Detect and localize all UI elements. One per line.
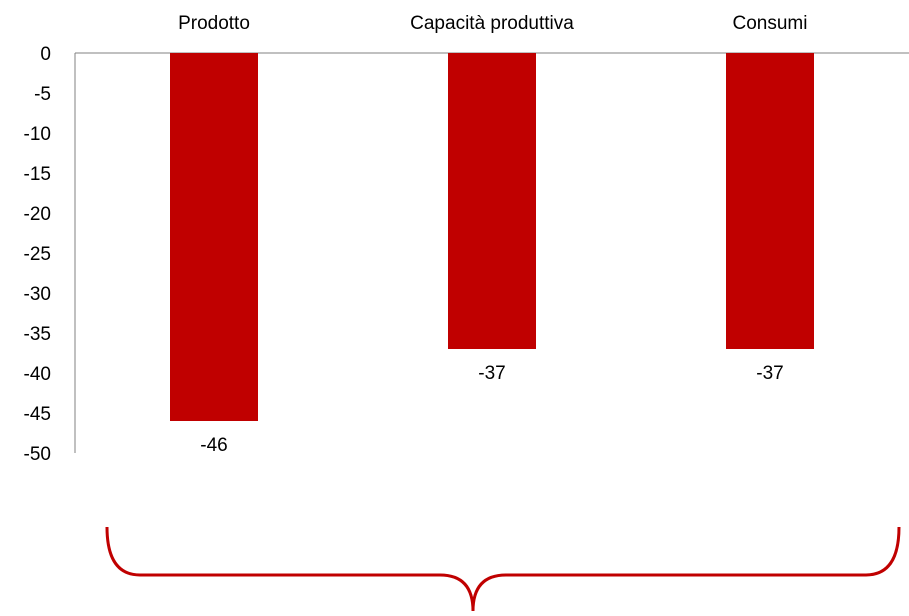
bar-1 <box>448 53 536 349</box>
y-tick-label: -20 <box>24 204 51 225</box>
category-labels: Prodotto Capacità produttiva Consumi <box>178 13 807 34</box>
y-tick-label: -15 <box>24 164 51 185</box>
y-tick-label: -5 <box>34 84 51 105</box>
bar-0 <box>170 53 258 421</box>
bars <box>170 53 814 421</box>
curly-brace <box>105 526 901 612</box>
data-label: -46 <box>200 435 227 456</box>
y-tick-label: -35 <box>24 324 51 345</box>
data-labels: -46 -37 -37 <box>200 363 783 456</box>
category-label: Capacità produttiva <box>410 13 574 34</box>
y-tick-label: -25 <box>24 244 51 265</box>
y-tick-label: -40 <box>24 364 51 385</box>
bar-2 <box>726 53 814 349</box>
y-tick-label: 0 <box>40 44 51 65</box>
category-label: Consumi <box>733 13 808 34</box>
data-label: -37 <box>478 363 505 384</box>
y-tick-labels: 0 -5 -10 -15 -20 -25 -30 -35 -40 -45 -50 <box>24 44 51 465</box>
y-tick-label: -10 <box>24 124 51 145</box>
y-tick-label: -45 <box>24 404 51 425</box>
data-label: -37 <box>756 363 783 384</box>
y-tick-label: -50 <box>24 444 51 465</box>
category-label: Prodotto <box>178 13 250 34</box>
y-tick-label: -30 <box>24 284 51 305</box>
